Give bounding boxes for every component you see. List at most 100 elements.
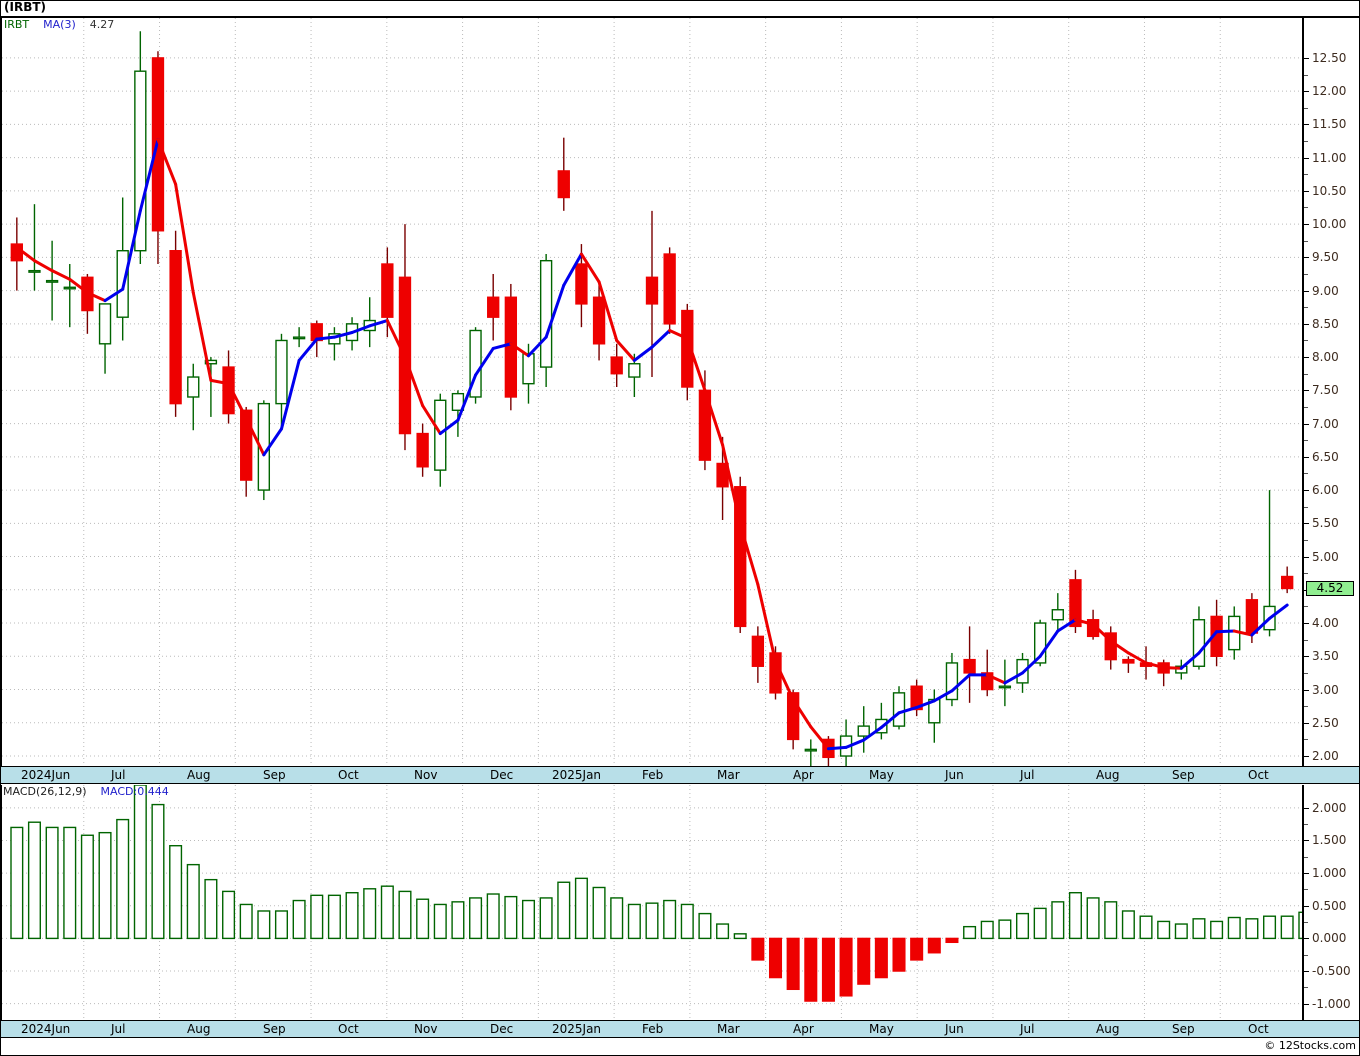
price-axis-label: 7.00 — [1312, 416, 1339, 431]
price-axis-label: 8.50 — [1312, 316, 1339, 331]
footer: © 12Stocks.com — [0, 1038, 1360, 1056]
price-axis-label: 10.50 — [1312, 183, 1347, 198]
price-axis-tick — [1304, 57, 1309, 59]
candlestick — [522, 353, 535, 385]
price-axis-minor-tick — [1304, 373, 1308, 375]
macd-panel: MACD(26,12,9) MACD:0.444 — [0, 785, 1360, 1020]
macd-bar — [1210, 920, 1224, 940]
price-axis-minor-tick — [1304, 440, 1308, 442]
macd-axis-minor-tick — [1304, 824, 1308, 826]
date-axis-bottom: 2024Jun Jul Aug Sep Oct Nov Dec 2025Jan Feb Mar Ap… — [0, 1020, 1360, 1038]
date-axis-label: Mar — [717, 768, 740, 782]
date-axis-label: 2025Jan — [552, 768, 602, 782]
date-axis-label: May — [869, 768, 894, 782]
date-axis-label: 2025Jan — [552, 1022, 602, 1036]
macd-axis-minor-tick — [1304, 954, 1308, 956]
legend-symbol: IRBT — [4, 18, 30, 31]
legend-value: 4.27 — [89, 18, 115, 31]
price-plot-area[interactable] — [2, 18, 1302, 766]
price-axis-tick — [1304, 124, 1309, 126]
macd-bar — [1051, 901, 1065, 940]
date-axis-label: Apr — [793, 768, 814, 782]
macd-bar — [839, 937, 853, 997]
date-axis-label: Dec — [490, 1022, 514, 1036]
candlestick — [963, 658, 976, 674]
macd-bar — [592, 886, 606, 940]
macd-axis-tick — [1304, 807, 1309, 809]
price-axis-tick — [1304, 91, 1309, 93]
candlestick — [1033, 622, 1047, 664]
candlestick — [663, 253, 676, 325]
price-axis-minor-tick — [1304, 307, 1308, 309]
candlestick — [681, 309, 694, 388]
price-axis-minor-tick — [1304, 174, 1308, 176]
macd-axis-label: -1.000 — [1312, 996, 1351, 1011]
price-axis-label: 2.50 — [1312, 715, 1339, 730]
macd-bar — [1174, 923, 1188, 940]
date-axis-label: Sep — [1172, 1022, 1195, 1036]
macd-bar — [804, 937, 818, 1002]
price-axis-tick — [1304, 257, 1309, 259]
macd-bar — [610, 897, 624, 940]
date-axis-label: Apr — [793, 1022, 814, 1036]
candlestick — [434, 399, 447, 471]
macd-axis-label: 0.000 — [1312, 931, 1347, 946]
price-axis-minor-tick — [1304, 739, 1308, 741]
price-axis-label: 4.00 — [1312, 616, 1339, 631]
macd-bar — [398, 890, 412, 940]
candlestick — [381, 263, 394, 318]
date-axis-label: Dec — [490, 768, 514, 782]
macd-bar — [733, 933, 747, 940]
price-axis-minor-tick — [1304, 74, 1308, 76]
macd-bar — [680, 903, 694, 940]
date-axis-label: Aug — [1096, 768, 1120, 782]
price-axis-label: 11.00 — [1312, 150, 1347, 165]
price-axis-tick — [1304, 490, 1309, 492]
macd-bar — [980, 920, 994, 940]
price-axis-minor-tick — [1304, 639, 1308, 641]
macd-bar — [416, 898, 430, 940]
macd-axis-tick — [1304, 938, 1309, 940]
macd-bar — [63, 826, 77, 940]
price-axis-minor-tick — [1304, 606, 1308, 608]
candlestick — [945, 662, 959, 701]
macd-value: MACD:0.444 — [100, 785, 169, 798]
macd-histogram-svg — [2, 785, 1302, 1020]
price-axis-tick — [1304, 456, 1309, 458]
macd-bar — [151, 803, 165, 940]
macd-bar — [504, 895, 518, 940]
macd-bar — [345, 892, 359, 940]
macd-bar — [645, 902, 659, 940]
macd-bar — [186, 863, 200, 940]
date-axis-label: Sep — [263, 768, 286, 782]
price-axis-label: 5.00 — [1312, 549, 1339, 564]
macd-bar — [786, 937, 800, 991]
macd-bar — [222, 890, 236, 940]
date-axis-label: 2024Jun — [21, 1022, 71, 1036]
price-axis-tick — [1304, 290, 1309, 292]
macd-y-axis: 2.000 1.500 1.000 0.500 0.000 -0.500 -1.000 — [1302, 785, 1360, 1020]
macd-bar — [380, 885, 394, 940]
price-axis-tick — [1304, 390, 1309, 392]
price-axis-label: 6.00 — [1312, 483, 1339, 498]
title-bar: (IRBT) — [0, 0, 1360, 18]
candlestick — [910, 685, 923, 711]
macd-bar — [751, 937, 765, 961]
price-axis-tick — [1304, 556, 1309, 558]
macd-bar — [469, 897, 483, 940]
price-axis-tick — [1304, 190, 1309, 192]
price-axis-label: 3.50 — [1312, 649, 1339, 664]
macd-plot-area[interactable] — [2, 785, 1302, 1020]
price-axis-tick — [1304, 224, 1309, 226]
macd-bar — [1280, 915, 1294, 940]
macd-bar — [1139, 915, 1153, 940]
date-axis-top: 2024Jun Jul Aug Sep Oct Nov Dec 2025Jan Feb Mar Ap… — [0, 766, 1360, 784]
macd-bar — [257, 910, 271, 940]
date-axis-label: Nov — [414, 1022, 438, 1036]
price-axis-tick — [1304, 689, 1309, 691]
candlestick — [98, 303, 112, 345]
macd-bar — [1068, 892, 1082, 940]
candlestick — [292, 336, 306, 340]
price-axis-label: 2.00 — [1312, 749, 1339, 764]
candlestick — [187, 376, 200, 398]
